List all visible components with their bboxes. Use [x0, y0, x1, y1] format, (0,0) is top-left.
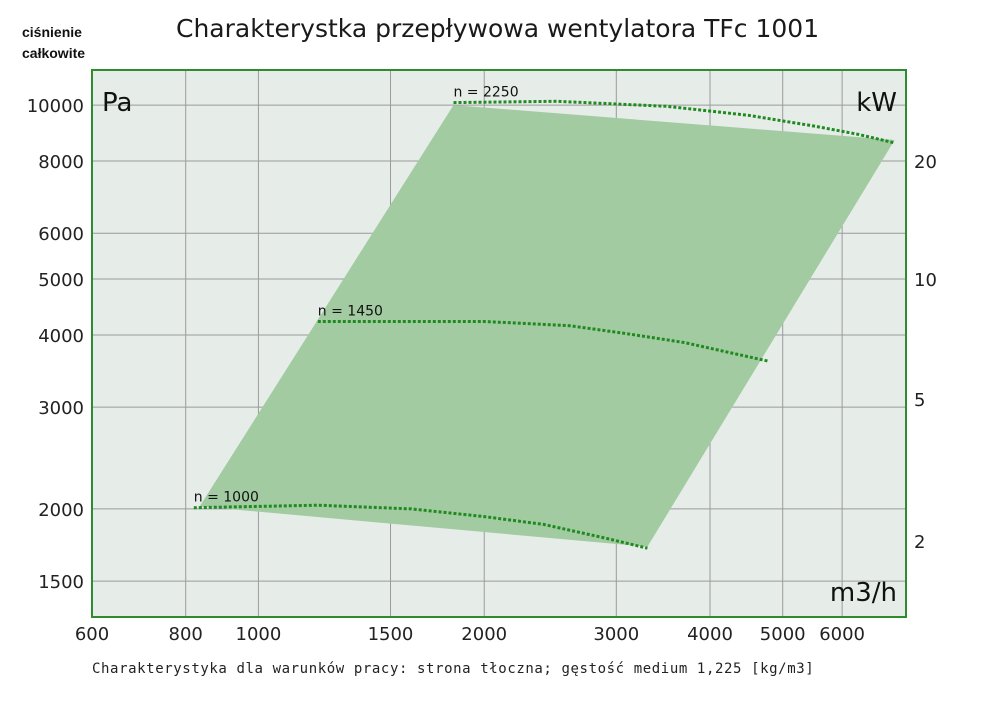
speed-curve-label: n = 1450 [318, 304, 383, 320]
y-tick-label: 1500 [38, 572, 84, 593]
y-tick-label: 3000 [38, 398, 84, 419]
y-tick-label: 4000 [38, 326, 84, 347]
x-tick-labels: 600 800 1000 1500 2000 3000 4000 5000 6000 [75, 624, 865, 645]
y-right-unit-label-kw: kW [856, 88, 897, 118]
x-unit-label: m3/h [830, 578, 897, 608]
y-right-tick-label: 10 [914, 270, 937, 291]
y-tick-label: 2000 [38, 500, 84, 521]
y-right-tick-label: 20 [914, 152, 937, 173]
corner-label-line-1: ciśnienie [22, 24, 82, 40]
speed-curves: n = 2250 n = 1450 n = 1000 [193, 85, 895, 550]
x-tick-label: 600 [75, 624, 109, 645]
x-tick-label: 1500 [368, 624, 414, 645]
x-tick-label: 3000 [593, 624, 639, 645]
plot-frame [91, 69, 907, 618]
x-tick-label: 800 [169, 624, 203, 645]
speed-curve [193, 503, 648, 550]
x-tick-label: 4000 [687, 624, 733, 645]
x-tick-label: 1000 [236, 624, 282, 645]
y-axis-quantity-label: ciśnienie całkowite [22, 22, 85, 64]
speed-curve-label: n = 1000 [194, 490, 259, 506]
speed-curve [453, 99, 895, 145]
x-tick-label: 5000 [760, 624, 806, 645]
conditions-footnote: Charakterystyka dla warunków pracy: stro… [92, 661, 815, 677]
y-tick-label: 8000 [38, 152, 84, 173]
speed-curve-label: n = 2250 [453, 85, 518, 101]
y-tick-label: 5000 [38, 270, 84, 291]
chart-title: Charakterystka przepływowa wentylatora T… [176, 14, 820, 43]
speed-curve [317, 320, 770, 363]
x-tick-label: 6000 [819, 624, 865, 645]
y-tick-labels: 1500 2000 3000 4000 5000 6000 8000 10000 [27, 96, 84, 593]
y-right-tick-label: 5 [914, 390, 925, 411]
y-right-tick-labels: 20 10 5 2 [914, 152, 937, 553]
y-tick-label: 10000 [27, 96, 84, 117]
x-tick-label: 2000 [461, 624, 507, 645]
y-right-tick-label: 2 [914, 532, 925, 553]
y-tick-label: 6000 [38, 224, 84, 245]
operating-area [199, 105, 895, 547]
y-unit-label-pa: Pa [102, 88, 132, 118]
corner-label-line-2: całkowite [22, 45, 86, 61]
